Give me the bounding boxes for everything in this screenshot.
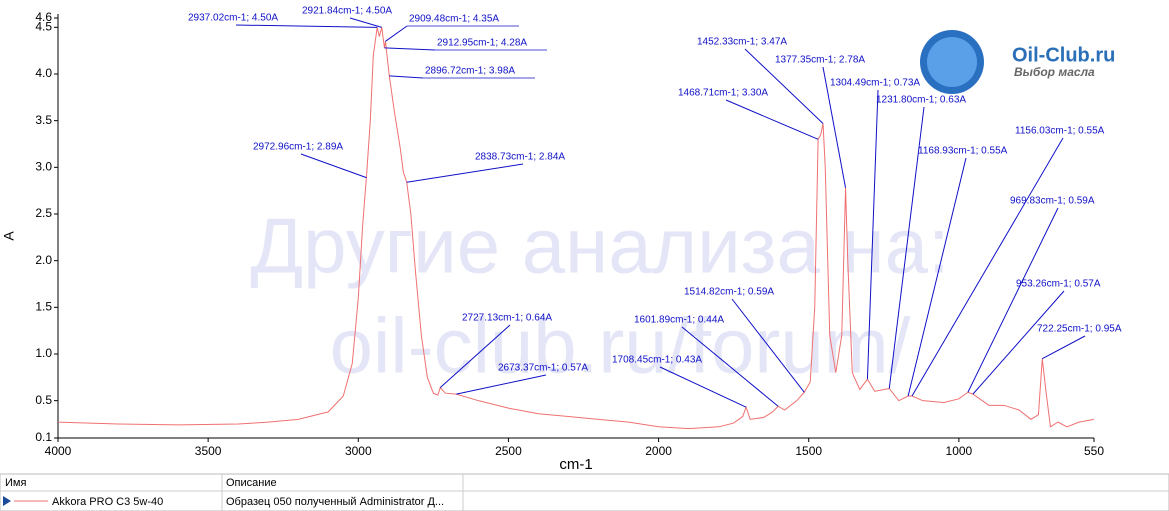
spectrum-line xyxy=(57,27,1095,430)
y-tick-label: 4.0 xyxy=(35,66,52,80)
annotation-label: 2937.02cm-1; 4.50A xyxy=(188,13,278,24)
annotation-leader xyxy=(1042,335,1086,360)
annotation-leader xyxy=(731,298,805,393)
annotation-label: 1231.80cm-1; 0.63A xyxy=(876,95,966,106)
annotation-label: 2673.37cm-1; 0.57A xyxy=(498,363,588,374)
annotation-label: 2972.96cm-1; 2.89A xyxy=(253,142,343,153)
annotation-leader xyxy=(888,106,925,389)
y-tick-label: 4.6 xyxy=(35,10,52,24)
annotation-leader xyxy=(907,157,967,397)
table-header: Описание xyxy=(226,477,277,489)
y-axis-label: A xyxy=(1,231,17,241)
y-tick-label: 3.0 xyxy=(35,160,52,174)
x-tick-label: 2500 xyxy=(495,444,522,458)
annotation-label: 953.26cm-1; 0.57A xyxy=(1016,279,1101,290)
table-frame xyxy=(0,473,1169,511)
logo-title: Oil-Club.ru xyxy=(1012,44,1115,66)
annotation-leader xyxy=(385,25,408,42)
annotation-leader xyxy=(456,374,547,395)
annotation-leader xyxy=(681,326,779,407)
annotation-leader xyxy=(349,17,382,28)
annotation-leader xyxy=(967,207,1059,393)
x-tick-label: 550 xyxy=(1084,444,1104,458)
annotation-label: 969.83cm-1; 0.59A xyxy=(1010,196,1095,207)
legend-table: Имя Описание Akkora PRO C3 5w-40 Образец… xyxy=(0,473,1169,511)
row-arrow xyxy=(3,496,11,506)
y-tick-label: 1.0 xyxy=(35,346,52,360)
annotation-label: 1304.49cm-1; 0.73A xyxy=(830,78,920,89)
annotation-label: 1156.03cm-1; 0.55A xyxy=(1015,126,1105,137)
x-axis-label: cm-1 xyxy=(559,456,592,473)
y-tick-label: 4.5 xyxy=(35,20,52,34)
watermark: oil-club.ru/forum/ xyxy=(330,302,911,390)
annotation-leader xyxy=(866,89,879,380)
annotation-label: 2912.95cm-1; 4.28A xyxy=(437,38,527,49)
annotation-label: 1708.45cm-1; 0.43A xyxy=(612,355,702,366)
table-cell: Образец 050 полученный Administrator Д..… xyxy=(226,496,444,508)
annotation-label: 2727.13cm-1; 0.64A xyxy=(462,313,552,324)
x-tick-label: 1000 xyxy=(946,444,973,458)
watermark: Другие анализа на: xyxy=(250,202,949,290)
annotation-label: 1468.71cm-1; 3.30A xyxy=(678,88,768,99)
annotation-label: 722.25cm-1; 0.95A xyxy=(1037,324,1122,335)
annotation-label: 2909.48cm-1; 4.35A xyxy=(409,14,499,25)
x-tick-label: 1500 xyxy=(795,444,822,458)
y-tick-label: 1.5 xyxy=(35,300,52,314)
y-tick-label: 2.5 xyxy=(35,206,52,220)
annotation-leader xyxy=(439,324,511,388)
logo-icon xyxy=(927,37,977,87)
x-tick-label: 2000 xyxy=(645,444,672,458)
y-tick-label: 2.0 xyxy=(35,253,52,267)
annotation-leader xyxy=(406,163,524,183)
x-tick-label: 4000 xyxy=(45,444,72,458)
annotation-label: 2921.84cm-1; 4.50A xyxy=(302,6,392,17)
annotation-label: 1168.93cm-1; 0.55A xyxy=(918,146,1008,157)
logo-subtitle: Выбор масла xyxy=(1014,65,1095,79)
table-header: Имя xyxy=(5,477,26,489)
annotation-leader xyxy=(744,48,824,124)
x-tick-label: 3000 xyxy=(345,444,372,458)
y-tick-label: 0.1 xyxy=(35,430,52,444)
annotation-leader xyxy=(389,75,424,79)
annotation-leader xyxy=(384,47,436,51)
annotation-label: 1377.35cm-1; 2.78A xyxy=(775,55,865,66)
annotation-leader xyxy=(725,99,819,140)
annotation-leader xyxy=(659,366,747,408)
annotation-leader xyxy=(972,290,1065,395)
annotation-leader xyxy=(235,24,378,28)
annotation-label: 2838.73cm-1; 2.84A xyxy=(475,152,565,163)
annotation-label: 1452.33cm-1; 3.47A xyxy=(697,37,787,48)
y-tick-label: 0.5 xyxy=(35,393,52,407)
annotation-label: 1601.89cm-1; 0.44A xyxy=(634,315,724,326)
annotation-leader xyxy=(911,137,1064,397)
annotation-label: 1514.82cm-1; 0.59A xyxy=(684,287,774,298)
x-tick-label: 3500 xyxy=(195,444,222,458)
legend-label: Akkora PRO C3 5w-40 xyxy=(52,496,163,508)
y-tick-label: 3.5 xyxy=(35,113,52,127)
annotation-leader xyxy=(822,66,847,188)
annotation-label: 2896.72cm-1; 3.98A xyxy=(425,66,515,77)
logo: Oil-Club.ru Выбор масла xyxy=(920,30,1115,94)
annotation-leader xyxy=(300,153,367,179)
